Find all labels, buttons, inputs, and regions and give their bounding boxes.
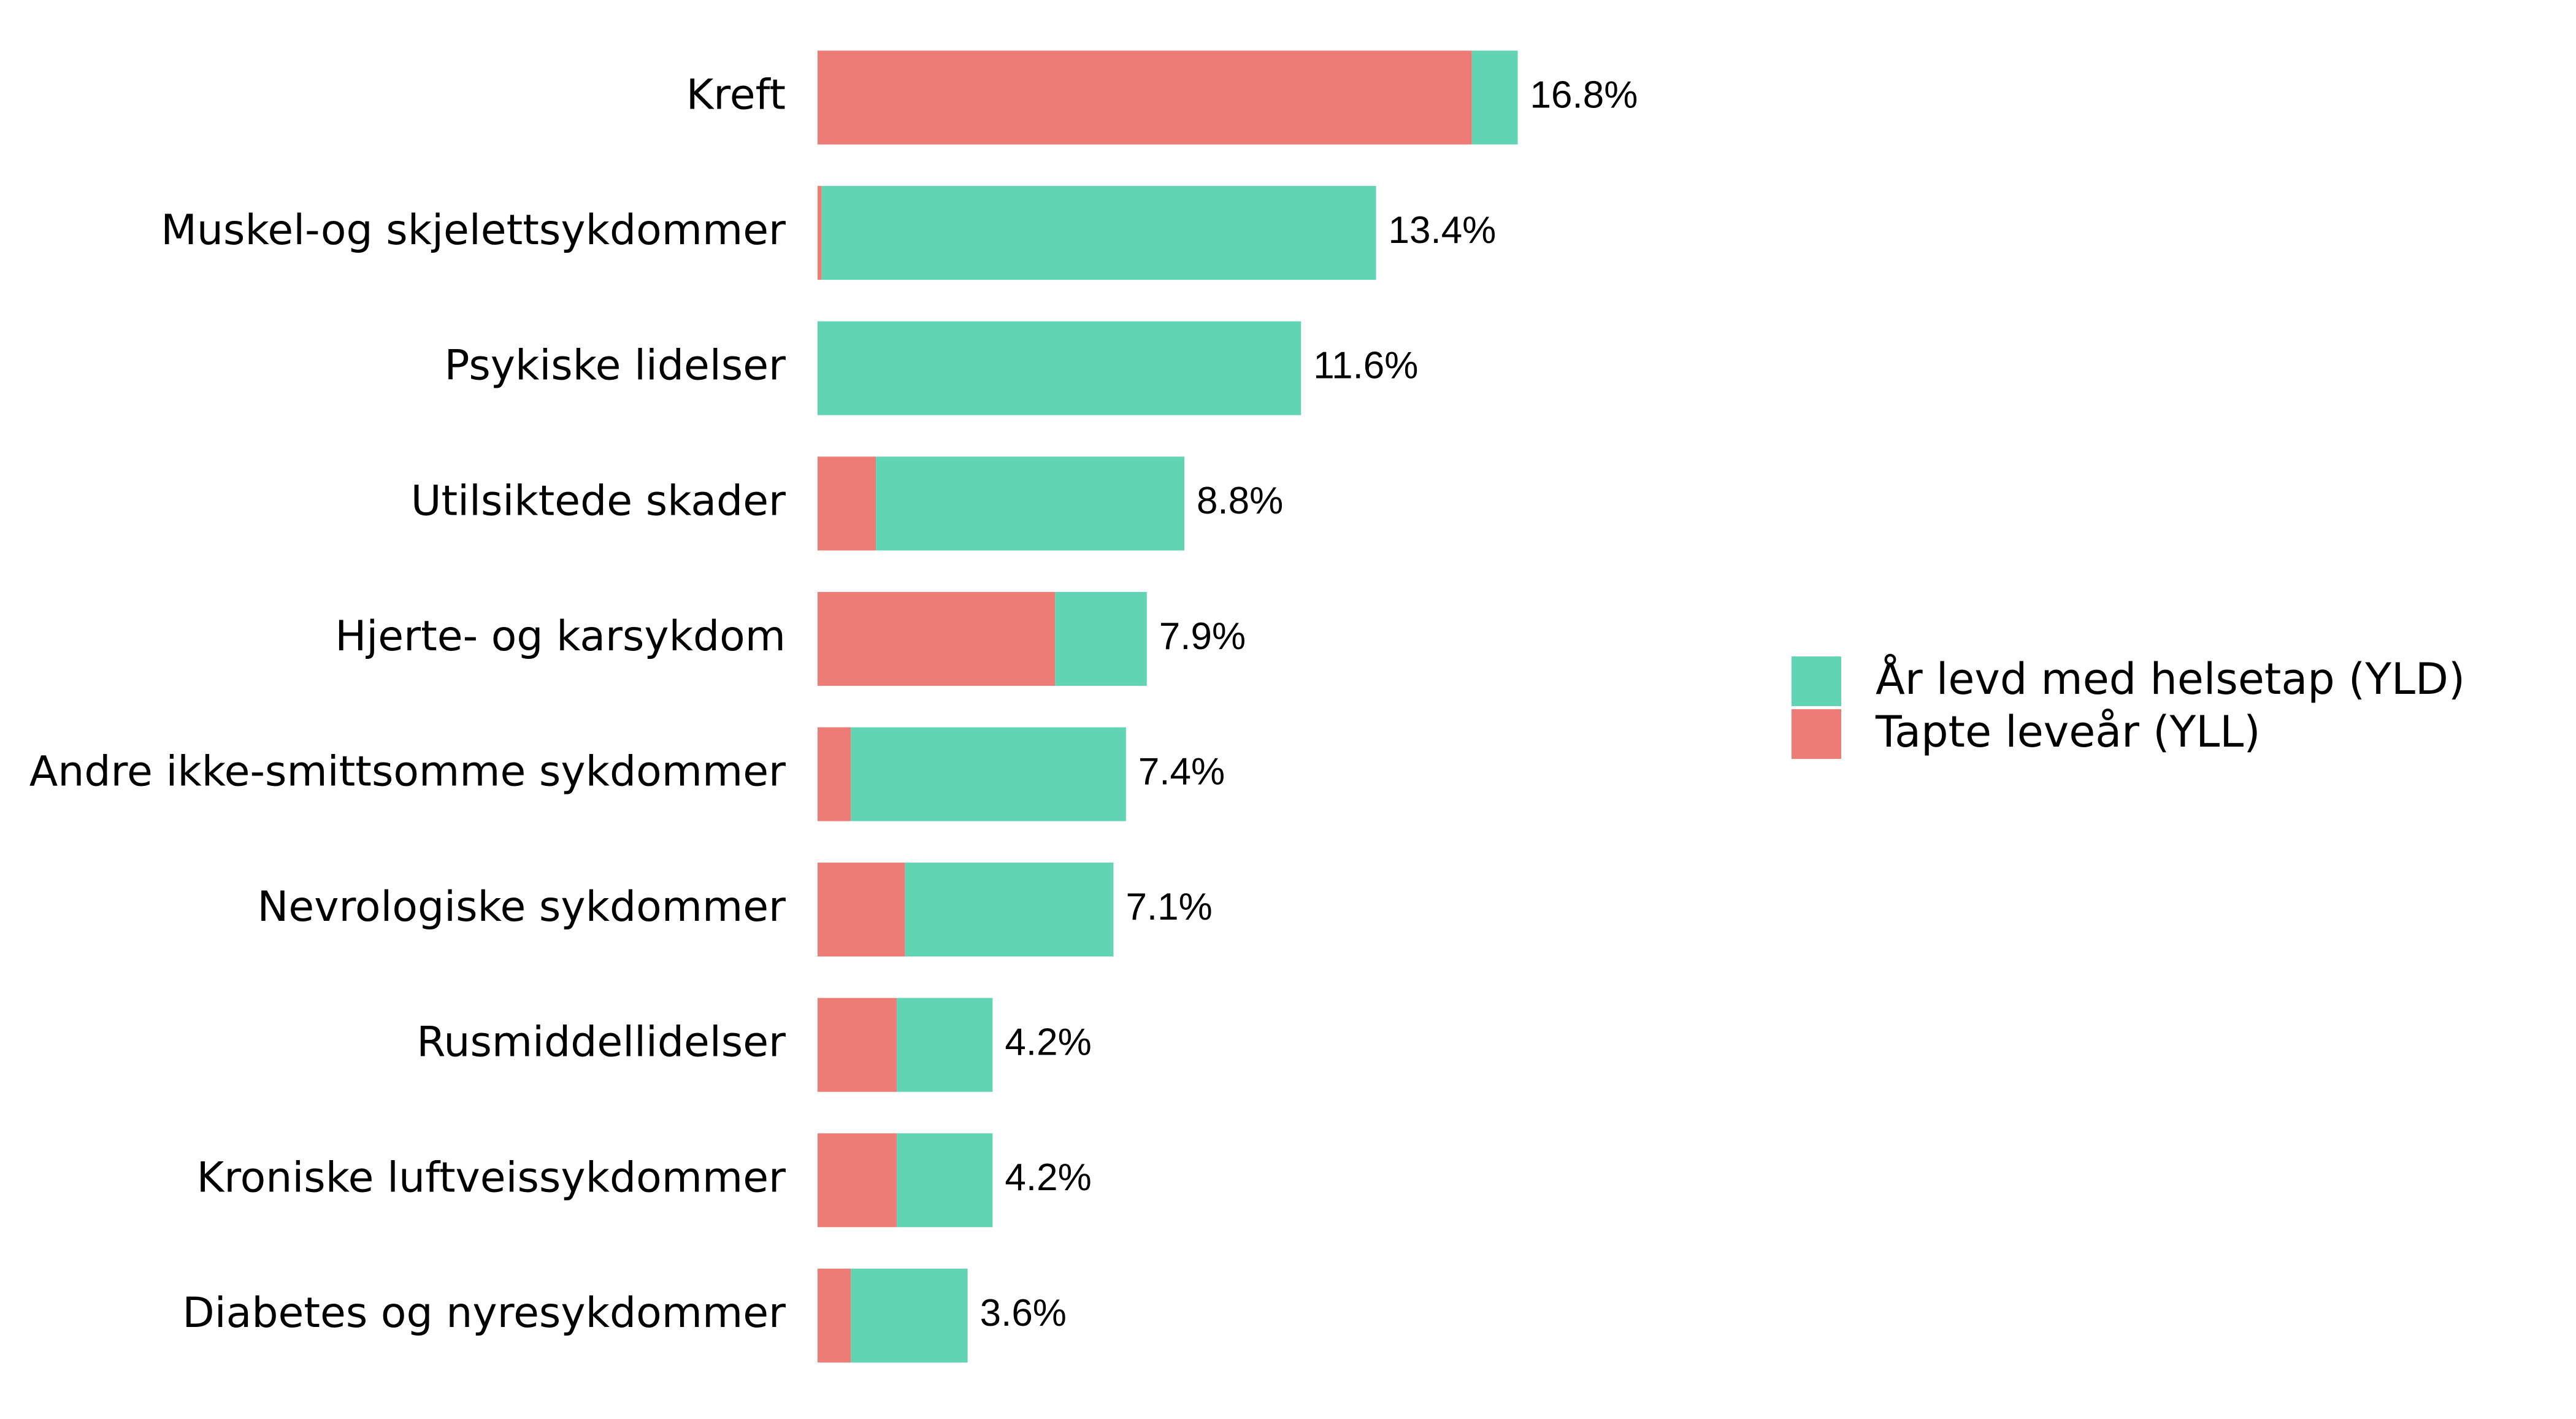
bar-segment (818, 456, 876, 551)
category-label: Psykiske lidelser (445, 342, 786, 390)
bar-segment (821, 186, 1376, 280)
category-label: Kroniske luftveissykdommer (197, 1153, 786, 1202)
bar-segment (897, 1133, 993, 1228)
bar-segment (905, 863, 1114, 957)
total-label: 7.9% (1159, 615, 1246, 658)
bar-segment (1055, 591, 1147, 686)
bar-segment (851, 1268, 968, 1363)
bar-segment (818, 727, 851, 821)
category-label: Hjerte- og karsykdom (335, 612, 786, 661)
total-label: 4.2% (1005, 1021, 1091, 1064)
total-label: 11.6% (1313, 345, 1418, 387)
total-label: 8.8% (1197, 480, 1283, 522)
category-label: Andre ikke-smittsomme sykdommer (29, 748, 786, 796)
total-label: 7.1% (1125, 886, 1212, 928)
legend-label: År levd med helsetap (YLD) (1876, 654, 2465, 704)
bar-segment (818, 186, 822, 280)
legend-swatch (1792, 709, 1841, 759)
bar-segment (818, 1133, 897, 1228)
bar-segment (876, 456, 1184, 551)
legend-label: Tapte leveår (YLL) (1875, 707, 2261, 757)
total-label: 3.6% (980, 1292, 1067, 1334)
total-label: 13.4% (1389, 209, 1497, 252)
category-label: Utilsiktede skader (411, 477, 786, 525)
total-label: 7.4% (1138, 750, 1225, 793)
category-label: Muskel-og skjelettsykdommer (161, 206, 786, 255)
category-label: Diabetes og nyresykdommer (182, 1289, 786, 1337)
total-label: 4.2% (1005, 1156, 1091, 1199)
bar-segment (818, 998, 897, 1092)
bar-segment (818, 591, 1056, 686)
category-label: Rusmiddellidelser (416, 1018, 786, 1067)
category-label: Nevrologiske sykdommer (258, 883, 786, 931)
legend-swatch (1792, 656, 1841, 706)
bar-segment (818, 863, 905, 957)
bar-segment (818, 50, 1472, 145)
bar-segment (851, 727, 1126, 821)
bar-segment (897, 998, 993, 1092)
bar-segment (818, 1268, 851, 1363)
total-label: 16.8% (1530, 74, 1638, 116)
bar-segment (818, 321, 1301, 415)
category-label: Kreft (686, 71, 786, 120)
bar-segment (1471, 50, 1518, 145)
